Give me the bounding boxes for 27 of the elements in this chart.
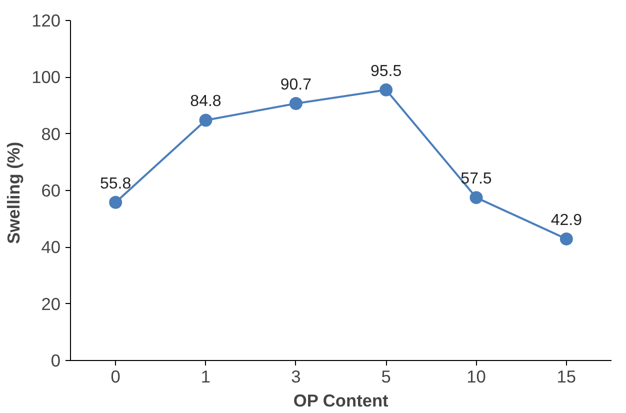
y-tick-label: 80 — [41, 124, 61, 144]
data-label: 95.5 — [370, 62, 402, 80]
y-tick-label: 20 — [41, 294, 61, 314]
x-tick-label: 10 — [466, 366, 486, 386]
x-axis-title: OP Content — [293, 390, 389, 410]
data-label: 57.5 — [460, 170, 492, 188]
y-tick-label: 120 — [32, 10, 61, 30]
point — [380, 83, 393, 96]
x-tick-label: 15 — [556, 366, 576, 386]
data-label: 42.9 — [550, 212, 582, 229]
data-label: 84.8 — [190, 93, 222, 110]
point — [199, 114, 212, 127]
x-tick-label: 5 — [381, 366, 391, 386]
y-tick-label: 40 — [41, 237, 61, 258]
point — [470, 191, 483, 204]
x-tick-label: 0 — [110, 366, 120, 386]
point — [289, 97, 302, 110]
x-tick-label: 3 — [291, 366, 301, 386]
y-tick-label: 0 — [50, 350, 61, 370]
y-tick-label: 60 — [41, 180, 61, 200]
data-label: 55.8 — [100, 175, 132, 192]
x-tick-label: 1 — [200, 366, 211, 386]
point — [560, 232, 573, 246]
point — [109, 196, 122, 209]
y-axis-title: Swelling (%) — [4, 142, 24, 244]
y-tick-label: 100 — [32, 67, 61, 88]
data-label: 90.7 — [280, 76, 312, 94]
